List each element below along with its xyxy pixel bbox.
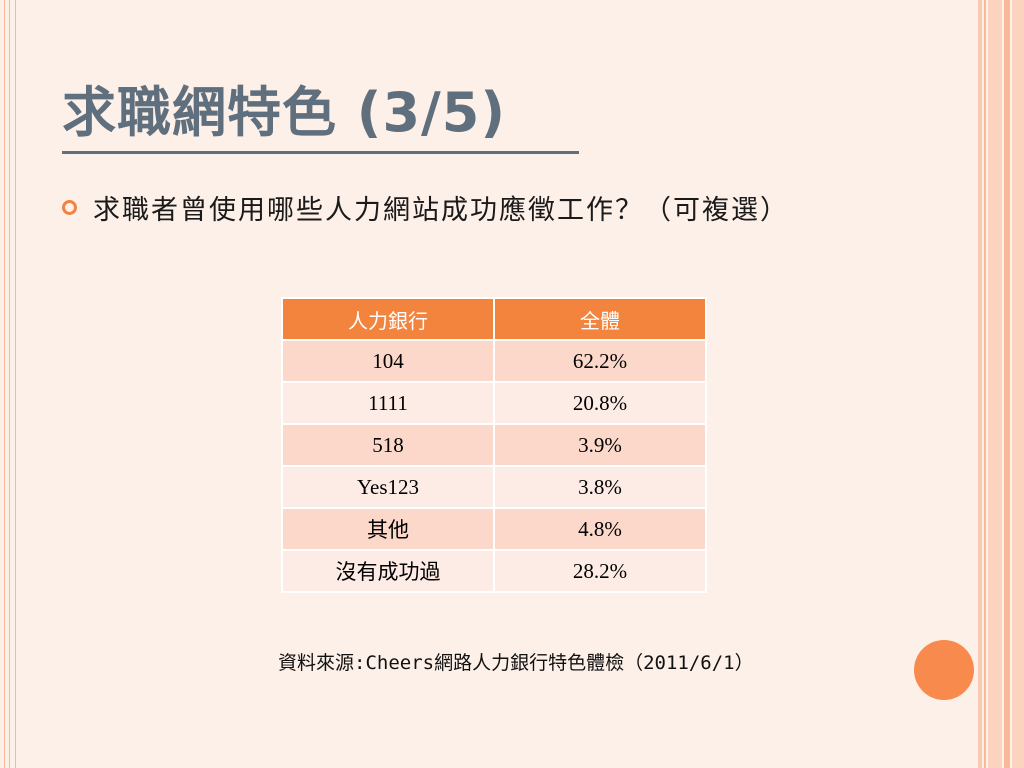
column-header-overall: 全體 bbox=[493, 297, 707, 341]
bullet-item: 求職者曾使用哪些人力網站成功應徵工作？（可複選） bbox=[62, 188, 789, 227]
left-border-decoration bbox=[0, 0, 24, 768]
table-row: 其他 4.8% bbox=[281, 507, 707, 551]
site-cell: 104 bbox=[281, 339, 495, 383]
table-header-row: 人力銀行 全體 bbox=[281, 297, 707, 341]
bullet-circle-icon bbox=[62, 200, 77, 215]
page-title: 求職網特色 (3/5) bbox=[62, 81, 507, 144]
decorative-circle bbox=[914, 640, 974, 700]
site-cell: 1111 bbox=[281, 381, 495, 425]
table-row: 104 62.2% bbox=[281, 339, 707, 383]
percent-cell: 20.8% bbox=[493, 381, 707, 425]
table-row: Yes123 3.8% bbox=[281, 465, 707, 509]
site-cell: 沒有成功過 bbox=[281, 549, 495, 593]
column-header-site: 人力銀行 bbox=[281, 297, 495, 341]
percent-cell: 3.8% bbox=[493, 465, 707, 509]
percent-cell: 3.9% bbox=[493, 423, 707, 467]
table-row: 518 3.9% bbox=[281, 423, 707, 467]
site-cell: Yes123 bbox=[281, 465, 495, 509]
percent-cell: 28.2% bbox=[493, 549, 707, 593]
site-cell: 其他 bbox=[281, 507, 495, 551]
title-underline bbox=[62, 151, 579, 154]
table-row: 沒有成功過 28.2% bbox=[281, 549, 707, 593]
job-sites-table: 人力銀行 全體 104 62.2% 1111 20.8% 518 3.9% Ye… bbox=[281, 297, 707, 593]
site-cell: 518 bbox=[281, 423, 495, 467]
source-citation: 資料來源:Cheers網路人力銀行特色體檢（2011/6/1） bbox=[278, 652, 754, 674]
percent-cell: 62.2% bbox=[493, 339, 707, 383]
bullet-text: 求職者曾使用哪些人力網站成功應徵工作？（可複選） bbox=[93, 195, 789, 226]
table-row: 1111 20.8% bbox=[281, 381, 707, 425]
percent-cell: 4.8% bbox=[493, 507, 707, 551]
right-border-decoration bbox=[978, 0, 1024, 768]
